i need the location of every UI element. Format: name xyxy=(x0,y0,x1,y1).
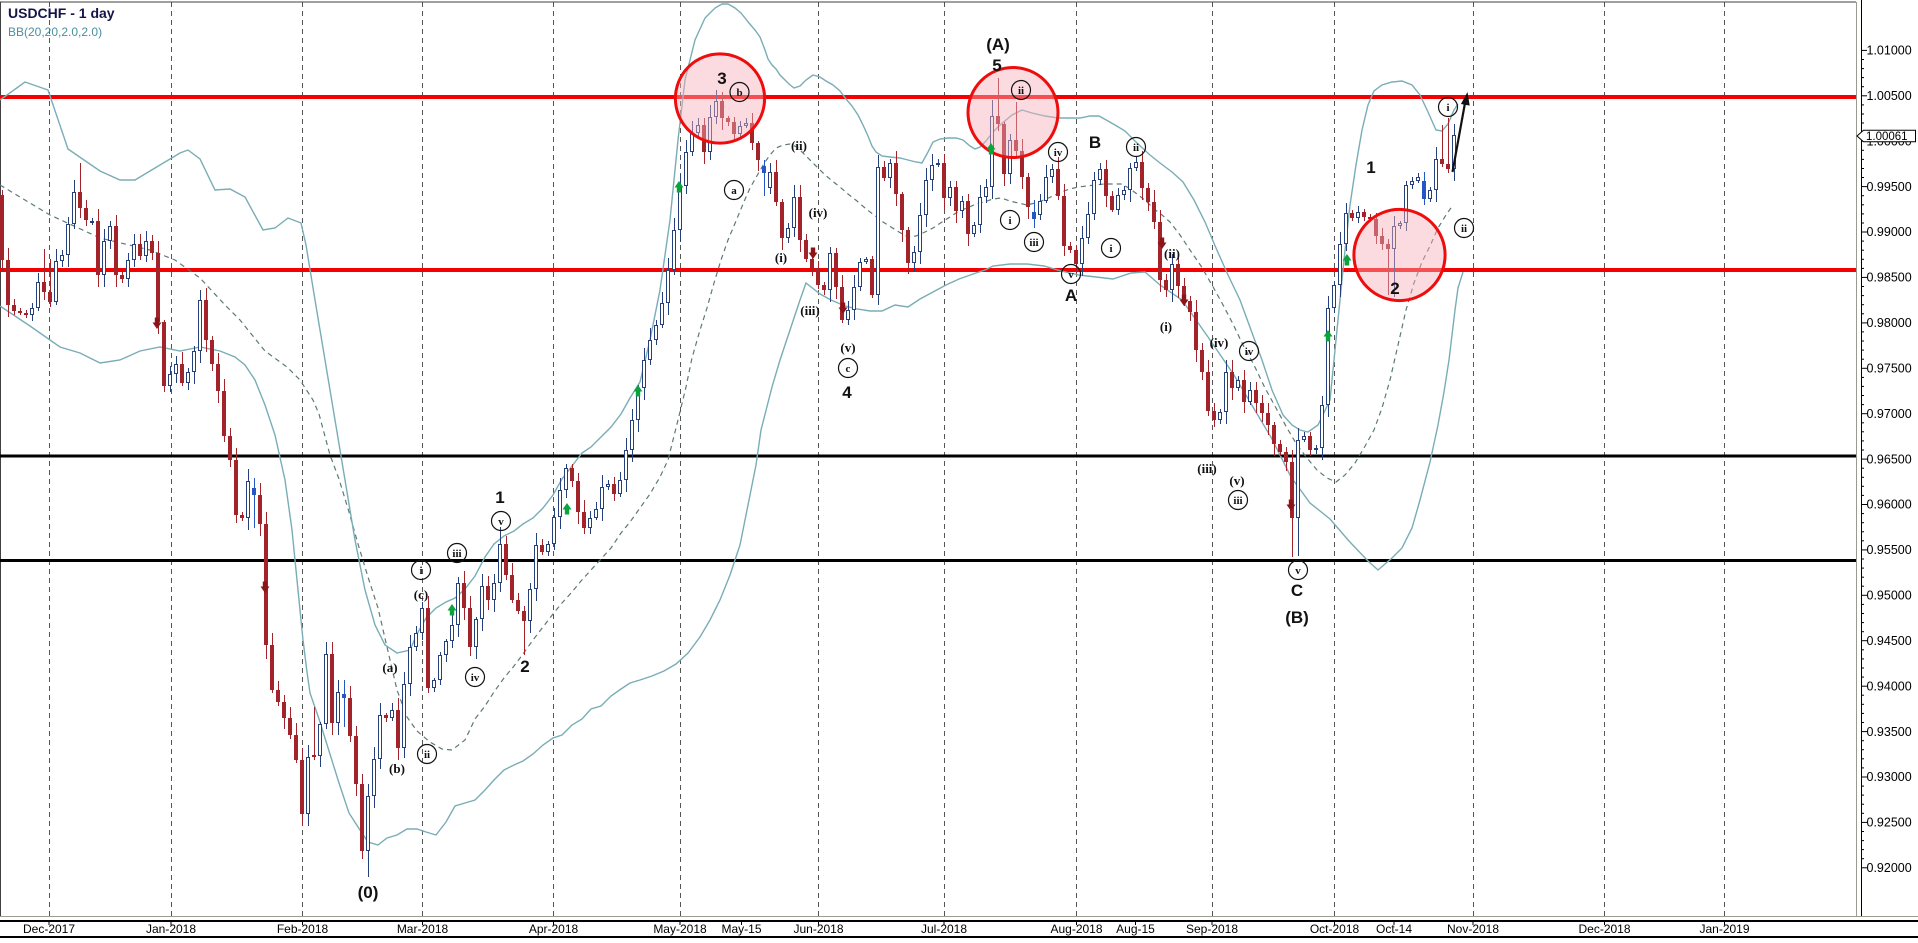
svg-text:0.94500: 0.94500 xyxy=(1867,634,1912,648)
svg-text:(iv): (iv) xyxy=(809,205,828,220)
svg-text:Oct-14: Oct-14 xyxy=(1376,922,1412,936)
svg-text:ii: ii xyxy=(1461,223,1467,235)
svg-text:Nov-2018: Nov-2018 xyxy=(1447,922,1499,936)
svg-text:(a): (a) xyxy=(382,660,397,675)
svg-text:0.93500: 0.93500 xyxy=(1867,725,1912,739)
svg-text:(c): (c) xyxy=(414,587,428,602)
svg-text:Jan-2019: Jan-2019 xyxy=(1699,922,1749,936)
svg-text:USDCHF - 1 day: USDCHF - 1 day xyxy=(8,5,115,21)
svg-text:0.94000: 0.94000 xyxy=(1867,679,1912,693)
svg-text:(ii): (ii) xyxy=(1164,246,1180,261)
svg-text:Jun-2018: Jun-2018 xyxy=(793,922,843,936)
svg-text:(B): (B) xyxy=(1285,608,1309,627)
svg-text:0.98500: 0.98500 xyxy=(1867,271,1912,285)
svg-text:1.01000: 1.01000 xyxy=(1867,44,1912,58)
svg-text:C: C xyxy=(1291,581,1303,600)
svg-text:iv: iv xyxy=(1054,147,1063,159)
svg-text:iv: iv xyxy=(1245,346,1254,358)
svg-text:(v): (v) xyxy=(1229,473,1244,488)
svg-text:v: v xyxy=(1068,269,1074,281)
svg-text:1.00061: 1.00061 xyxy=(1866,131,1908,143)
svg-text:ii: ii xyxy=(424,749,430,761)
svg-text:Aug-2018: Aug-2018 xyxy=(1050,922,1102,936)
svg-text:iii: iii xyxy=(452,548,461,560)
svg-text:i: i xyxy=(1446,102,1449,114)
svg-text:(0): (0) xyxy=(358,883,379,902)
svg-text:(i): (i) xyxy=(775,250,787,265)
svg-text:Dec-2018: Dec-2018 xyxy=(1578,922,1630,936)
svg-text:5: 5 xyxy=(992,56,1001,75)
svg-text:(iii): (iii) xyxy=(800,303,820,318)
svg-text:0.93000: 0.93000 xyxy=(1867,770,1912,784)
svg-text:0.97000: 0.97000 xyxy=(1867,407,1912,421)
svg-text:0.96500: 0.96500 xyxy=(1867,452,1912,466)
svg-text:Sep-2018: Sep-2018 xyxy=(1186,922,1238,936)
svg-text:0.97500: 0.97500 xyxy=(1867,361,1912,375)
svg-text:Aug-15: Aug-15 xyxy=(1116,922,1155,936)
svg-text:(iii): (iii) xyxy=(1197,461,1217,476)
svg-text:0.96000: 0.96000 xyxy=(1867,498,1912,512)
svg-text:(i): (i) xyxy=(1160,319,1172,334)
svg-text:May-2018: May-2018 xyxy=(653,922,707,936)
svg-text:0.98000: 0.98000 xyxy=(1867,316,1912,330)
svg-text:0.92500: 0.92500 xyxy=(1867,816,1912,830)
svg-text:4: 4 xyxy=(842,383,852,402)
svg-text:v: v xyxy=(498,516,504,528)
svg-text:b: b xyxy=(736,87,742,99)
svg-text:i: i xyxy=(1008,215,1011,227)
svg-text:0.95500: 0.95500 xyxy=(1867,543,1912,557)
svg-text:iii: iii xyxy=(1233,495,1242,507)
svg-text:0.99500: 0.99500 xyxy=(1867,180,1912,194)
svg-text:BB(20,20,2.0,2.0): BB(20,20,2.0,2.0) xyxy=(8,25,102,39)
svg-text:B: B xyxy=(1089,133,1101,152)
svg-text:i: i xyxy=(1109,243,1112,255)
svg-text:0.92000: 0.92000 xyxy=(1867,861,1912,875)
svg-text:c: c xyxy=(846,363,851,375)
svg-text:Oct-2018: Oct-2018 xyxy=(1310,922,1360,936)
svg-text:1: 1 xyxy=(495,488,504,507)
svg-text:iii: iii xyxy=(1029,237,1038,249)
svg-text:2: 2 xyxy=(520,657,529,676)
svg-text:iv: iv xyxy=(471,672,480,684)
svg-text:(iv): (iv) xyxy=(1210,335,1229,350)
svg-text:Mar-2018: Mar-2018 xyxy=(397,922,449,936)
svg-text:Jan-2018: Jan-2018 xyxy=(146,922,196,936)
svg-text:(ii): (ii) xyxy=(791,138,807,153)
svg-text:(b): (b) xyxy=(389,761,405,776)
svg-text:(v): (v) xyxy=(840,340,855,355)
svg-text:Feb-2018: Feb-2018 xyxy=(277,922,329,936)
svg-text:ii: ii xyxy=(1018,85,1024,97)
svg-text:A: A xyxy=(1065,286,1077,305)
svg-text:v: v xyxy=(1295,565,1301,577)
svg-text:a: a xyxy=(731,185,737,197)
svg-text:May-15: May-15 xyxy=(721,922,761,936)
svg-text:Apr-2018: Apr-2018 xyxy=(529,922,579,936)
svg-text:Jul-2018: Jul-2018 xyxy=(921,922,967,936)
svg-text:1.00500: 1.00500 xyxy=(1867,89,1912,103)
svg-text:Dec-2017: Dec-2017 xyxy=(23,922,75,936)
svg-text:(A): (A) xyxy=(986,35,1010,54)
svg-text:3: 3 xyxy=(717,69,726,88)
svg-text:2: 2 xyxy=(1390,279,1399,298)
svg-text:ii: ii xyxy=(1133,142,1139,154)
svg-text:1: 1 xyxy=(1366,158,1375,177)
svg-text:i: i xyxy=(419,565,422,577)
svg-text:0.95000: 0.95000 xyxy=(1867,589,1912,603)
svg-text:0.99000: 0.99000 xyxy=(1867,225,1912,239)
